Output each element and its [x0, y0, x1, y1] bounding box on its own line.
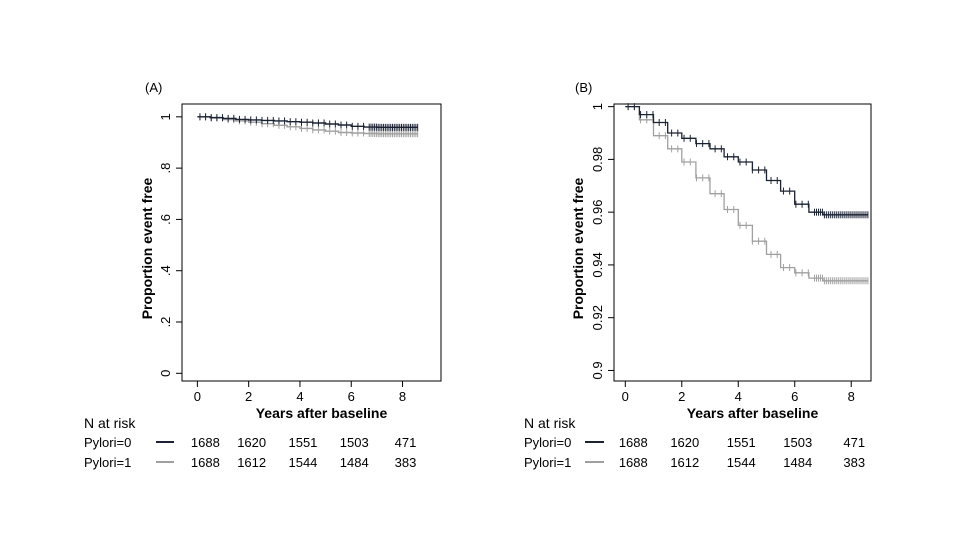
risk-count: 1484 — [340, 455, 369, 470]
risk-count: 1620 — [237, 435, 266, 450]
risk-count: 1544 — [727, 455, 756, 470]
x-tick-label: 0 — [622, 389, 629, 404]
risk-table-title: N at risk — [524, 415, 576, 431]
survival-curve — [625, 105, 869, 216]
km-panel-b: (B) 0.9 0.92 0.94 0.96 0.98 1 0 2 4 6 8 Years after … — [524, 80, 872, 470]
x-tick-label: 2 — [245, 389, 252, 404]
y-axis-title: Proportion event free — [139, 178, 155, 320]
risk-count: 471 — [395, 435, 417, 450]
series-pylori-0 — [197, 113, 419, 131]
risk-count: 1612 — [670, 455, 699, 470]
y-tick-label: 1 — [590, 103, 605, 110]
x-tick-label: 6 — [791, 389, 798, 404]
x-tick-label: 4 — [735, 389, 742, 404]
panel-label: (A) — [145, 80, 162, 95]
x-tick-label: 8 — [399, 389, 406, 404]
risk-row-label: Pylori=0 — [84, 435, 131, 450]
risk-row-label: Pylori=1 — [524, 455, 571, 470]
risk-row-label: Pylori=0 — [524, 435, 571, 450]
plot-frame — [181, 103, 442, 382]
series-pylori-1 — [625, 103, 869, 285]
survival-curve — [197, 116, 418, 128]
risk-row-label: Pylori=1 — [84, 455, 131, 470]
x-tick-label: 2 — [678, 389, 685, 404]
x-axis-title: Years after baseline — [687, 405, 819, 421]
y-axis-title: Proportion event free — [570, 178, 586, 320]
risk-count: 1612 — [237, 455, 266, 470]
risk-table-title: N at risk — [84, 415, 136, 431]
x-tick-label: 4 — [296, 389, 303, 404]
y-tick-label: 0.96 — [590, 200, 605, 225]
y-tick-label: .8 — [158, 163, 173, 174]
y-tick-label: 0.92 — [590, 305, 605, 330]
x-tick-label: 8 — [848, 389, 855, 404]
x-tick-label: 6 — [348, 389, 355, 404]
risk-count: 1688 — [191, 455, 220, 470]
risk-count: 383 — [843, 455, 865, 470]
y-tick-label: 0 — [158, 370, 173, 377]
x-axis-title: Years after baseline — [256, 405, 388, 421]
survival-curve — [625, 105, 869, 282]
risk-count: 1688 — [619, 435, 648, 450]
x-tick-label: 0 — [194, 389, 201, 404]
y-tick-label: 1 — [158, 113, 173, 120]
y-tick-label: 0.9 — [590, 361, 605, 379]
y-tick-label: .4 — [158, 265, 173, 276]
y-tick-label: .6 — [158, 214, 173, 225]
plot-frame — [613, 103, 872, 382]
risk-count: 383 — [395, 455, 417, 470]
risk-count: 471 — [843, 435, 865, 450]
series-pylori-1 — [197, 113, 419, 138]
y-tick-label: 0.94 — [590, 252, 605, 277]
y-tick-label: .2 — [158, 317, 173, 328]
risk-count: 1551 — [288, 435, 317, 450]
survival-curve — [197, 116, 418, 135]
risk-count: 1544 — [288, 455, 317, 470]
risk-count: 1688 — [191, 435, 220, 450]
risk-count: 1551 — [727, 435, 756, 450]
risk-count: 1503 — [783, 435, 812, 450]
series-pylori-0 — [625, 103, 869, 219]
y-tick-label: 0.98 — [590, 147, 605, 172]
risk-count: 1503 — [340, 435, 369, 450]
panel-label: (B) — [575, 80, 592, 95]
km-panel-a: (A) 0 .2 .4 .6 .8 1 0 2 4 6 8 Years after baseline Pr… — [84, 80, 442, 470]
risk-count: 1688 — [619, 455, 648, 470]
risk-count: 1620 — [670, 435, 699, 450]
risk-count: 1484 — [783, 455, 812, 470]
